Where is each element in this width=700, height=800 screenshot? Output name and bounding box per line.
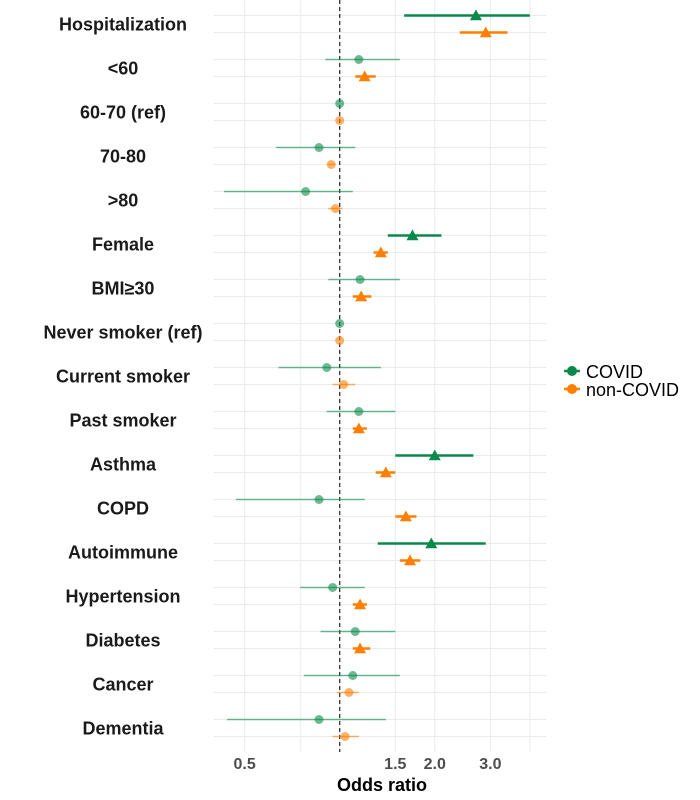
point-estimate-covid-copd <box>314 495 324 504</box>
x-tick-labels: 0.5 1.5 2.0 3.0 <box>233 756 501 773</box>
legend-non-covid-label: non-COVID <box>586 380 679 400</box>
point-estimate-covid-past-smoker <box>354 407 364 416</box>
legend-item-covid: COVID <box>564 362 643 382</box>
point-estimate-non-covid-cancer <box>344 688 354 697</box>
legend-covid-key-dot <box>567 366 577 376</box>
point-estimate-covid-60 <box>354 55 364 64</box>
point-estimate-non-covid-hospitalization <box>479 26 492 38</box>
point-estimate-non-covid-copd <box>399 510 412 522</box>
x-tick-label: 1.5 <box>384 756 406 773</box>
point-estimate-non-covid-hypertension <box>354 598 367 610</box>
point-estimate-covid-diabetes <box>350 627 360 636</box>
point-estimate-covid-cancer <box>348 671 358 680</box>
category-labels: Hospitalization <60 60-70 (ref) 70-80 >80 Fem… <box>43 15 202 739</box>
point-estimate-covid-60-70-ref <box>335 99 345 108</box>
category-label-dementia: Dementia <box>82 719 164 739</box>
point-estimate-non-covid-asthma <box>379 466 392 478</box>
category-label-cancer: Cancer <box>92 675 153 695</box>
category-label-hypertension: Hypertension <box>65 587 180 607</box>
category-label-diabetes: Diabetes <box>85 631 160 651</box>
point-estimate-covid-asthma <box>428 449 441 461</box>
category-label-asthma: Asthma <box>90 455 157 475</box>
point-estimate-covid-autoimmune <box>425 537 438 549</box>
category-label-copd: COPD <box>97 499 149 519</box>
category-label-never-smoker-ref: Never smoker (ref) <box>43 323 202 343</box>
x-tick-label: 3.0 <box>479 756 501 773</box>
point-estimate-covid-female <box>406 229 419 241</box>
legend: COVID non-COVID <box>564 362 679 400</box>
point-estimate-non-covid-80 <box>331 204 341 213</box>
point-estimate-covid-80 <box>301 187 311 196</box>
x-tick-label: 2.0 <box>424 756 446 773</box>
category-label-80: >80 <box>108 191 139 211</box>
point-estimate-non-covid-autoimmune <box>404 554 417 566</box>
legend-non-covid-key-dot <box>567 384 577 394</box>
point-estimate-non-covid-70-80 <box>326 160 336 169</box>
category-label-70-80: 70-80 <box>100 147 146 167</box>
point-estimate-covid-never-smoker-ref <box>335 319 345 328</box>
grid <box>214 0 546 752</box>
point-estimate-covid-hypertension <box>328 583 338 592</box>
point-estimate-non-covid-never-smoker-ref <box>335 336 345 345</box>
x-axis-title: Odds ratio <box>337 775 427 795</box>
point-estimate-non-covid-past-smoker <box>352 422 365 434</box>
category-label-female: Female <box>92 235 154 255</box>
x-tick-label: 0.5 <box>233 756 255 773</box>
point-estimate-non-covid-current-smoker <box>339 380 349 389</box>
point-estimate-covid-hospitalization <box>469 9 482 21</box>
point-estimate-non-covid-dementia <box>340 732 350 741</box>
point-estimate-covid-current-smoker <box>322 363 332 372</box>
category-label-60-70-ref: 60-70 (ref) <box>80 103 166 123</box>
point-estimate-covid-70-80 <box>314 143 324 152</box>
point-estimate-non-covid-bmi-30 <box>355 290 368 302</box>
point-estimate-non-covid-female <box>374 246 387 258</box>
category-label-60: <60 <box>108 59 139 79</box>
data-marks <box>223 9 530 741</box>
point-estimate-non-covid-60 <box>358 70 371 82</box>
category-label-past-smoker: Past smoker <box>69 411 176 431</box>
legend-item-non-covid: non-COVID <box>564 380 679 400</box>
legend-covid-label: COVID <box>586 362 643 382</box>
category-label-hospitalization: Hospitalization <box>59 15 187 35</box>
point-estimate-covid-dementia <box>314 715 324 724</box>
point-estimate-non-covid-60-70-ref <box>335 116 345 125</box>
category-label-current-smoker: Current smoker <box>56 367 190 387</box>
category-label-bmi-30: BMI≥30 <box>92 279 155 299</box>
point-estimate-covid-bmi-30 <box>355 275 365 284</box>
point-estimate-non-covid-diabetes <box>354 642 367 654</box>
category-label-autoimmune: Autoimmune <box>68 543 178 563</box>
